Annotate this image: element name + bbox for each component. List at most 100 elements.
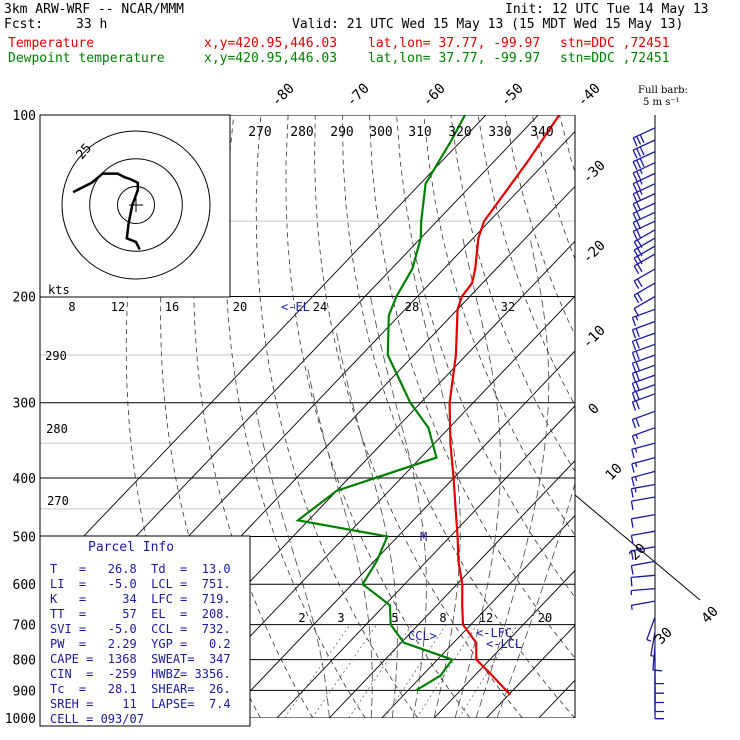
pressure-tick-label: 800 (13, 654, 36, 669)
wind-barb (630, 560, 656, 575)
isotherm-label: -30 (580, 158, 609, 187)
hodograph-trace (72, 172, 141, 250)
hodograph-ring (117, 186, 155, 224)
wind-barb (632, 172, 656, 193)
moist-adiabat-line (255, 411, 330, 718)
isotherm-line (224, 350, 575, 718)
parcel-info-row: CAPE = 1368 SWEAT= 347 (50, 652, 231, 666)
dewpoint-line (295, 115, 466, 692)
wind-barb (632, 151, 656, 171)
dry-adiabat-line (504, 115, 575, 336)
wind-barb (631, 442, 656, 459)
isotherm-label: 0 (586, 401, 603, 418)
isotherm-label: -10 (580, 323, 609, 352)
wind-barb (631, 332, 656, 351)
moist-adiabat-line (475, 238, 550, 718)
upper-axis-label: 28 (405, 300, 419, 314)
dry-adiabat-line (614, 115, 740, 718)
mixing-ratio-line (416, 624, 478, 718)
hodograph-ring (61, 130, 211, 280)
pressure-tick-label: 200 (13, 291, 36, 306)
wind-barb (654, 669, 664, 694)
wind-barb (631, 308, 656, 327)
isotherm-line (486, 624, 575, 718)
parcel-info-row: PW = 2.29 YGP = 0.2 (50, 637, 231, 651)
wind-barb (631, 427, 656, 445)
upper-axis-label: 20 (233, 300, 247, 314)
isotherm-label: -70 (344, 81, 373, 110)
wind-barb (631, 343, 656, 362)
wind-barb (631, 383, 656, 402)
parcel-info-title: Parcel Info (88, 540, 175, 555)
mixing-ratio-label: 20 (538, 611, 552, 625)
moist-adiabat-line (496, 481, 575, 718)
isotherm-line (381, 514, 575, 718)
dry-adiabat-line (722, 115, 740, 718)
isotherm-line (40, 115, 487, 583)
barb-legend-line1: Full barb: (638, 85, 688, 96)
isotherm-line (171, 295, 575, 718)
dry-adiabat-line (342, 115, 575, 718)
parcel-info-row: TT = 57 EL = 208. (50, 607, 231, 621)
pressure-tick-label: 100 (13, 109, 36, 124)
isotherm-label: -50 (498, 81, 527, 110)
dewpoint-legend-name: Dewpoint temperature (8, 51, 165, 66)
barb-legend-line2: 5 m s⁻¹ (643, 97, 680, 108)
wind-barb (630, 483, 656, 498)
mixing-ratio-line (348, 624, 413, 718)
wind-barb (654, 687, 664, 713)
mixing-ratio-label: 2 (298, 611, 305, 625)
isotherm-label: 30 (653, 625, 676, 648)
valid-time: Valid: 21 UTC Wed 15 May 13 (15 MDT Wed … (292, 17, 684, 32)
mixing-ratio-label: 5 (391, 611, 398, 625)
sounding-annotation: <-LCL (486, 637, 522, 651)
mixing-ratio-line (311, 624, 377, 718)
theta-e-label: 280 (46, 422, 68, 436)
wind-barb (631, 354, 656, 372)
parcel-info-box (39, 535, 251, 727)
theta-label: 280 (290, 125, 313, 140)
moist-adiabat-line (370, 296, 427, 718)
wind-barb (631, 320, 656, 339)
upper-axis-label: 8 (68, 300, 75, 314)
upper-axis-label: 12 (111, 300, 125, 314)
wind-barb (633, 268, 656, 290)
hodograph-frame (39, 114, 231, 298)
mixing-ratio-label: 8 (439, 611, 446, 625)
wind-barb (630, 546, 656, 560)
temperature-line (448, 115, 561, 696)
wind-barb (631, 393, 656, 411)
moist-adiabat-line (454, 238, 501, 718)
theta-label: 310 (408, 125, 431, 140)
dry-adiabat-line (641, 115, 740, 718)
forecast-value: 33 h (76, 17, 108, 32)
theta-label: 270 (248, 125, 271, 140)
pressure-tick-label: 1000 (5, 712, 36, 727)
wind-barb (630, 496, 656, 511)
hodograph-units-label: kts (48, 283, 70, 297)
mixing-ratio-line (384, 624, 447, 718)
dry-adiabat-line (423, 115, 575, 537)
theta-e-label: 270 (47, 494, 69, 508)
wind-barb (630, 574, 656, 587)
temperature-legend-xy: x,y=420.95,446.03 (204, 36, 338, 51)
dry-adiabat-line (668, 115, 740, 718)
wind-barb (633, 253, 656, 275)
isotherm-label: -80 (269, 81, 298, 110)
parcel-info-row: T = 26.8 Td = 13.0 (50, 562, 231, 576)
isotherm-line (328, 460, 575, 718)
dewpoint-legend-station: stn=DDC ,72451 (560, 51, 670, 66)
plot-skew-edge (574, 494, 701, 601)
pressure-tick-label: 700 (13, 619, 36, 634)
wind-barb (631, 364, 656, 383)
theta-label: 320 (448, 125, 471, 140)
isotherm-label: 20 (627, 541, 650, 564)
isotherm-line (276, 405, 575, 718)
dry-adiabat-line (285, 115, 471, 718)
wind-barb (632, 193, 656, 213)
wind-barb (631, 456, 656, 473)
parcel-info-row: K = 34 LFC = 719. (50, 592, 231, 606)
isotherm-line (433, 569, 575, 718)
dry-adiabat-line (396, 115, 575, 598)
model-title: 3km ARW-WRF -- NCAR/MMM (4, 2, 185, 17)
